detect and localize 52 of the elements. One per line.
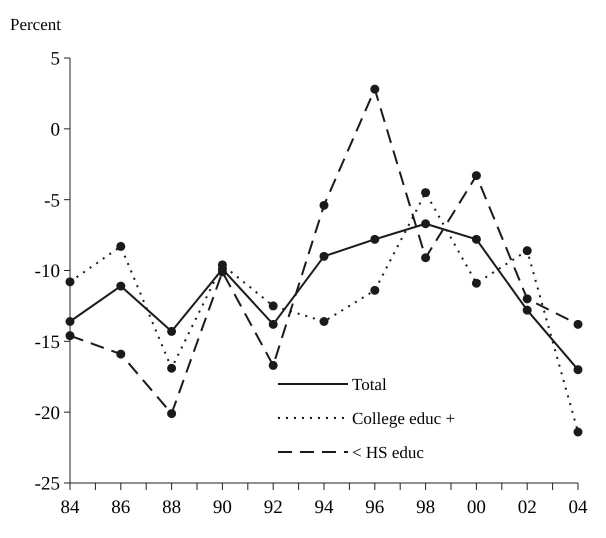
y-tick-label: -15 [34,332,60,353]
y-tick-label: -5 [44,190,60,212]
point [370,84,380,94]
x-tick-label: 92 [264,497,283,518]
point [574,320,582,329]
point [116,282,126,291]
y-tick-label: 5 [50,48,60,70]
point [167,364,176,373]
point [66,331,74,340]
point [574,365,582,374]
point [320,317,328,326]
x-tick-label: 84 [60,497,80,518]
point [370,286,380,295]
x-tick-label: 94 [314,497,334,518]
point [472,171,481,180]
point [167,326,176,336]
point [116,242,126,251]
x-tick-label: 02 [518,497,537,518]
point [268,320,278,329]
point [66,317,74,326]
y-tick-label: 0 [50,119,60,140]
point [472,278,481,288]
x-tick-label: 90 [212,497,232,518]
point [421,253,430,262]
y-axis-title: Percent [10,15,62,34]
point [268,360,278,370]
point [421,219,430,228]
point [320,252,328,261]
point [522,294,532,304]
legend-label: < HS educ [352,442,424,462]
y-tick-label: -10 [34,261,60,282]
y-tick-label: -25 [34,474,60,495]
y-tick-label: -20 [34,402,60,424]
x-tick-label: 98 [416,497,436,518]
legend-label: College educ + [352,408,456,428]
x-tick-label: 88 [162,497,182,518]
point [421,188,430,198]
point [167,409,176,418]
point [268,301,278,310]
point [370,234,380,244]
point [116,350,126,359]
point [574,428,582,436]
point [66,277,74,286]
point [320,200,328,210]
x-tick-label: 96 [365,497,384,518]
x-tick-label: 00 [466,497,486,518]
legend-label: Total [352,374,387,394]
point [522,246,532,256]
point [522,306,532,315]
x-tick-label: 86 [111,497,130,518]
point [472,234,481,244]
x-tick-label: 04 [568,497,588,518]
